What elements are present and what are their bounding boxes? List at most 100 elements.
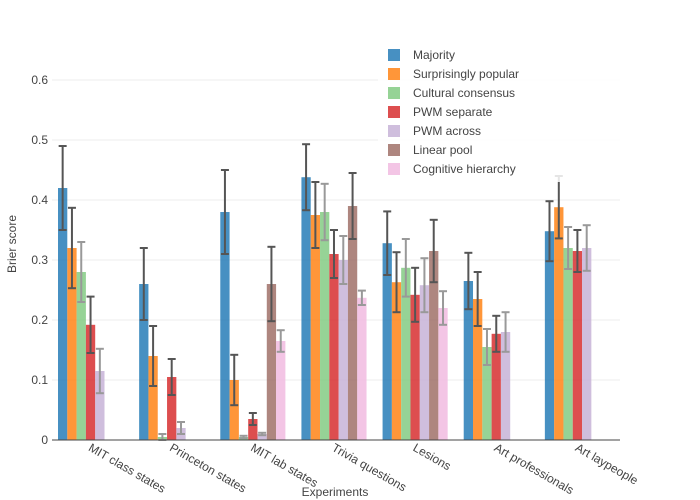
error-bar: [411, 266, 420, 323]
x-tick-label: Princeton states: [167, 440, 249, 495]
error-bar: [582, 224, 591, 272]
error-bar: [276, 329, 285, 353]
bar: [382, 243, 392, 440]
error-bar: [267, 245, 276, 323]
bar: [276, 341, 286, 440]
y-tick-label: 0.4: [31, 193, 48, 207]
bar: [76, 272, 86, 440]
error-bar: [420, 257, 429, 314]
bar: [148, 356, 158, 440]
error-bar: [139, 247, 148, 322]
error-bar: [176, 421, 185, 436]
legend-swatch: [388, 87, 400, 99]
error-bar: [320, 182, 329, 242]
bar: [229, 380, 239, 440]
error-bar: [95, 347, 104, 395]
bar: [473, 299, 483, 440]
error-bar: [239, 434, 248, 440]
legend-item[interactable]: Cultural consensus: [388, 86, 515, 100]
bar: [320, 212, 330, 440]
bar: [67, 248, 77, 440]
error-bar: [230, 353, 239, 407]
legend-swatch: [388, 125, 400, 137]
bar: [338, 260, 348, 440]
bar: [491, 333, 501, 440]
y-tick-label: 0.1: [31, 373, 48, 387]
bar: [248, 419, 258, 440]
bar: [401, 267, 411, 440]
bar: [438, 308, 448, 440]
error-bar: [564, 226, 573, 271]
legend-swatch: [388, 163, 400, 175]
x-tick-label: Art laypeople: [573, 440, 641, 487]
legend-swatch: [388, 106, 400, 118]
y-tick-label: 0.6: [31, 73, 48, 87]
bar: [257, 434, 267, 440]
bar: [482, 347, 492, 440]
bar: [419, 285, 430, 440]
bar: [301, 177, 311, 440]
error-bar: [401, 238, 410, 298]
bar: [391, 282, 402, 440]
x-tick-label: MIT lab states: [248, 440, 320, 490]
bar: [463, 281, 474, 440]
bar: [310, 215, 321, 440]
error-bars: [58, 143, 591, 441]
bar: [95, 371, 105, 440]
legend-label: Surprisingly popular: [413, 67, 519, 81]
bar: [220, 212, 230, 440]
bar: [544, 231, 555, 440]
error-bar: [464, 251, 473, 311]
error-bar: [311, 181, 320, 250]
legend-item[interactable]: PWM across: [388, 124, 481, 138]
legend-label: PWM separate: [413, 105, 493, 119]
error-bar: [86, 295, 95, 355]
bar: [563, 248, 573, 440]
bar: [572, 251, 583, 440]
bar: [58, 188, 68, 440]
legend-label: Linear pool: [413, 143, 472, 157]
legend-item[interactable]: Cognitive hierarchy: [388, 162, 516, 176]
bar: [347, 206, 358, 440]
bars: [58, 177, 592, 440]
bar: [429, 251, 439, 440]
legend-item[interactable]: Majority: [388, 48, 455, 62]
error-bar: [482, 328, 491, 367]
error-bar: [348, 172, 357, 241]
error-bar: [77, 241, 86, 304]
error-bar: [392, 251, 401, 314]
error-bar: [545, 200, 554, 263]
bar: [357, 297, 367, 440]
bar: [410, 294, 420, 440]
bar: [554, 207, 564, 440]
error-bar: [501, 311, 510, 353]
error-bar: [429, 218, 438, 284]
error-bar: [67, 206, 76, 290]
legend-item[interactable]: Surprisingly popular: [388, 67, 519, 81]
legend-background: [378, 42, 620, 182]
x-tick-label: MIT class states: [86, 440, 168, 495]
error-bar: [492, 314, 501, 353]
bar: [85, 324, 96, 440]
bar: [582, 248, 592, 440]
error-bar: [383, 210, 392, 277]
error-bar: [58, 145, 67, 232]
x-tick-label: Art professionals: [492, 440, 576, 497]
y-tick-label: 0.2: [31, 313, 48, 327]
y-tick-labels: 0 0.1 0.2 0.3 0.4 0.5 0.6: [31, 73, 48, 447]
legend-item[interactable]: PWM separate: [388, 105, 493, 119]
bar: [329, 254, 339, 440]
legend-swatch: [388, 144, 400, 156]
bar: [500, 332, 511, 440]
legend-swatch: [388, 49, 400, 61]
legend-label: Majority: [413, 48, 455, 62]
legend-label: Cultural consensus: [413, 86, 515, 100]
error-bar: [220, 169, 229, 256]
legend-label: PWM across: [413, 124, 481, 138]
x-tick-label: Lesions: [411, 440, 454, 473]
error-bar: [258, 431, 267, 437]
bar: [266, 284, 277, 440]
legend-item[interactable]: Linear pool: [388, 143, 472, 157]
